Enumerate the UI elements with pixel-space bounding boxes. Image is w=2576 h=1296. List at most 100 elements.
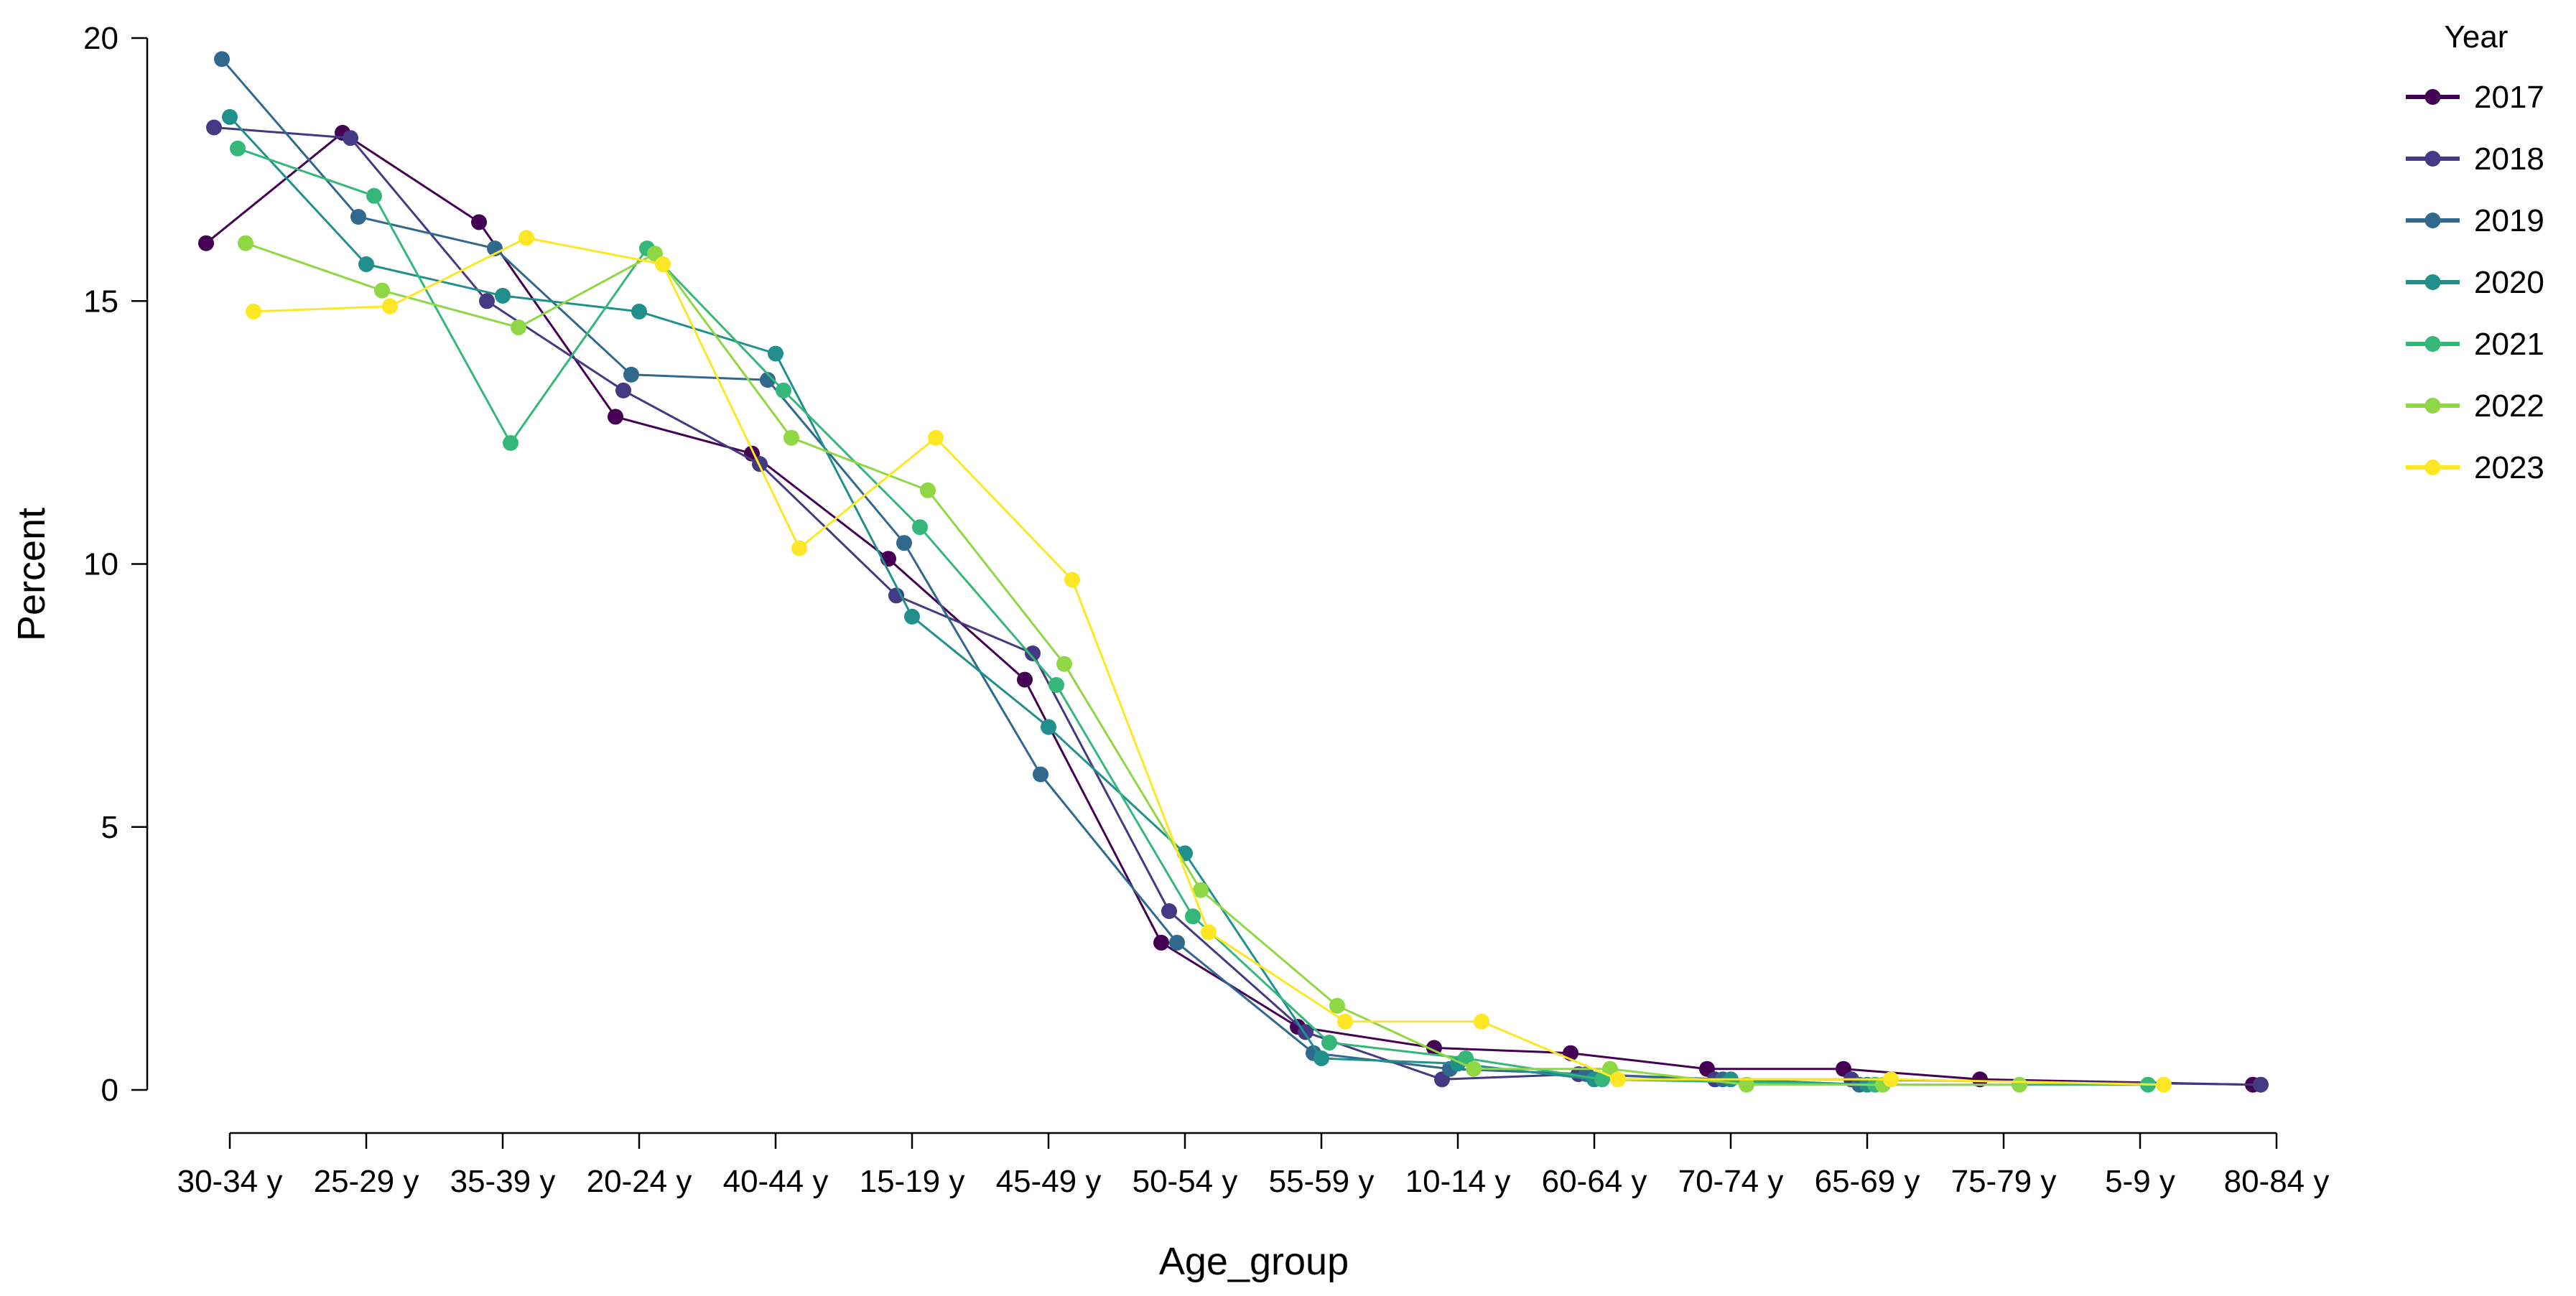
legend-label: 2023 (2474, 450, 2544, 485)
x-tick-label: 55-59 y (1269, 1164, 1375, 1199)
data-point (382, 298, 398, 314)
series-line (205, 131, 2254, 1086)
legend-swatch-point (2424, 151, 2441, 167)
legend-swatch-point (2424, 89, 2441, 105)
data-point (1169, 934, 1185, 951)
data-point (1161, 903, 1177, 919)
series-2022 (238, 235, 2027, 1093)
data-point (791, 540, 807, 556)
data-point (214, 51, 230, 67)
x-tick-label: 60-64 y (1542, 1164, 1647, 1199)
x-tick-label: 15-19 y (860, 1164, 965, 1199)
legend-swatch-point (2424, 398, 2441, 414)
data-point (1466, 1060, 1482, 1077)
data-point (760, 372, 776, 388)
legend-item: 2021 (2406, 327, 2544, 362)
legend: Year 2017 2018 2019 2020 2021 2022 2023 (2406, 19, 2544, 485)
data-point (1056, 656, 1072, 672)
data-point (350, 209, 366, 225)
x-tick-label: 30-34 y (177, 1164, 283, 1199)
data-point (1185, 908, 1201, 925)
legend-label: 2017 (2474, 80, 2544, 115)
data-point (198, 235, 214, 251)
data-point (2253, 1076, 2269, 1093)
series-layer (198, 51, 2269, 1093)
data-point (246, 303, 261, 320)
data-point (1153, 934, 1169, 951)
series-2018 (206, 119, 2269, 1093)
series-2017 (198, 124, 2261, 1093)
data-point (1883, 1071, 1899, 1088)
series-line (253, 236, 2165, 1086)
legend-label: 2021 (2474, 327, 2544, 362)
legend-title: Year (2445, 19, 2508, 55)
x-tick-label: 70-74 y (1678, 1164, 1784, 1199)
series-line (220, 58, 1860, 1086)
data-point (495, 287, 511, 304)
legend-item: 2023 (2406, 450, 2544, 485)
data-point (623, 366, 639, 383)
x-tick-label: 10-14 y (1405, 1164, 1511, 1199)
data-point (2156, 1076, 2172, 1093)
data-point (1041, 719, 1056, 735)
data-point (631, 303, 647, 320)
data-point (358, 256, 374, 272)
data-point (1025, 645, 1041, 661)
y-tick-label: 10 (83, 547, 118, 582)
series-line (213, 126, 2261, 1086)
data-point (1329, 997, 1345, 1014)
data-point (1313, 1050, 1329, 1066)
series-line (245, 242, 2019, 1086)
series-line (237, 147, 2148, 1086)
data-point (1972, 1071, 1988, 1088)
series-2020 (222, 108, 1875, 1093)
data-point (511, 319, 526, 335)
data-point (222, 108, 238, 125)
series-line (228, 116, 1868, 1086)
x-tick-label: 80-84 y (2224, 1164, 2330, 1199)
legend-item: 2018 (2406, 141, 2544, 177)
data-point (1610, 1071, 1626, 1088)
data-point (1048, 677, 1064, 693)
data-point (1321, 1035, 1337, 1051)
data-point (920, 482, 936, 498)
legend-item: 2022 (2406, 388, 2544, 424)
legend-swatch-point (2424, 336, 2441, 352)
x-tick-label: 40-44 y (723, 1164, 829, 1199)
data-point (928, 429, 944, 446)
data-point (1337, 1013, 1353, 1030)
data-point (896, 535, 912, 551)
data-point (1017, 671, 1033, 688)
data-point (366, 187, 382, 204)
legend-item: 2020 (2406, 265, 2544, 300)
data-point (519, 230, 534, 246)
data-point (784, 429, 799, 446)
data-point (230, 140, 246, 157)
y-tick-label: 15 (83, 284, 118, 319)
x-tick-label: 5-9 y (2105, 1164, 2175, 1199)
legend-item: 2019 (2406, 203, 2544, 238)
x-tick-label: 50-54 y (1133, 1164, 1238, 1199)
x-tick-label: 25-29 y (314, 1164, 419, 1199)
data-point (608, 409, 623, 425)
legend-label: 2019 (2474, 203, 2544, 238)
data-point (912, 519, 928, 536)
data-point (2012, 1076, 2027, 1093)
series-2021 (230, 140, 2156, 1093)
data-point (503, 435, 519, 451)
x-tick-label: 75-79 y (1951, 1164, 2057, 1199)
data-point (768, 345, 784, 362)
data-point (1193, 882, 1209, 898)
data-point (471, 214, 487, 230)
data-point (343, 130, 358, 146)
legend-label: 2020 (2474, 265, 2544, 300)
x-axis: 30-34 y 25-29 y 35-39 y 20-24 y 40-44 y 15-19… (177, 1132, 2330, 1199)
legend-swatch-point (2424, 274, 2441, 290)
x-tick-label: 35-39 y (450, 1164, 556, 1199)
y-tick-label: 20 (83, 21, 118, 56)
data-point (1064, 572, 1080, 588)
legend-label: 2018 (2474, 141, 2544, 177)
data-point (904, 608, 920, 625)
data-point (1033, 766, 1048, 783)
